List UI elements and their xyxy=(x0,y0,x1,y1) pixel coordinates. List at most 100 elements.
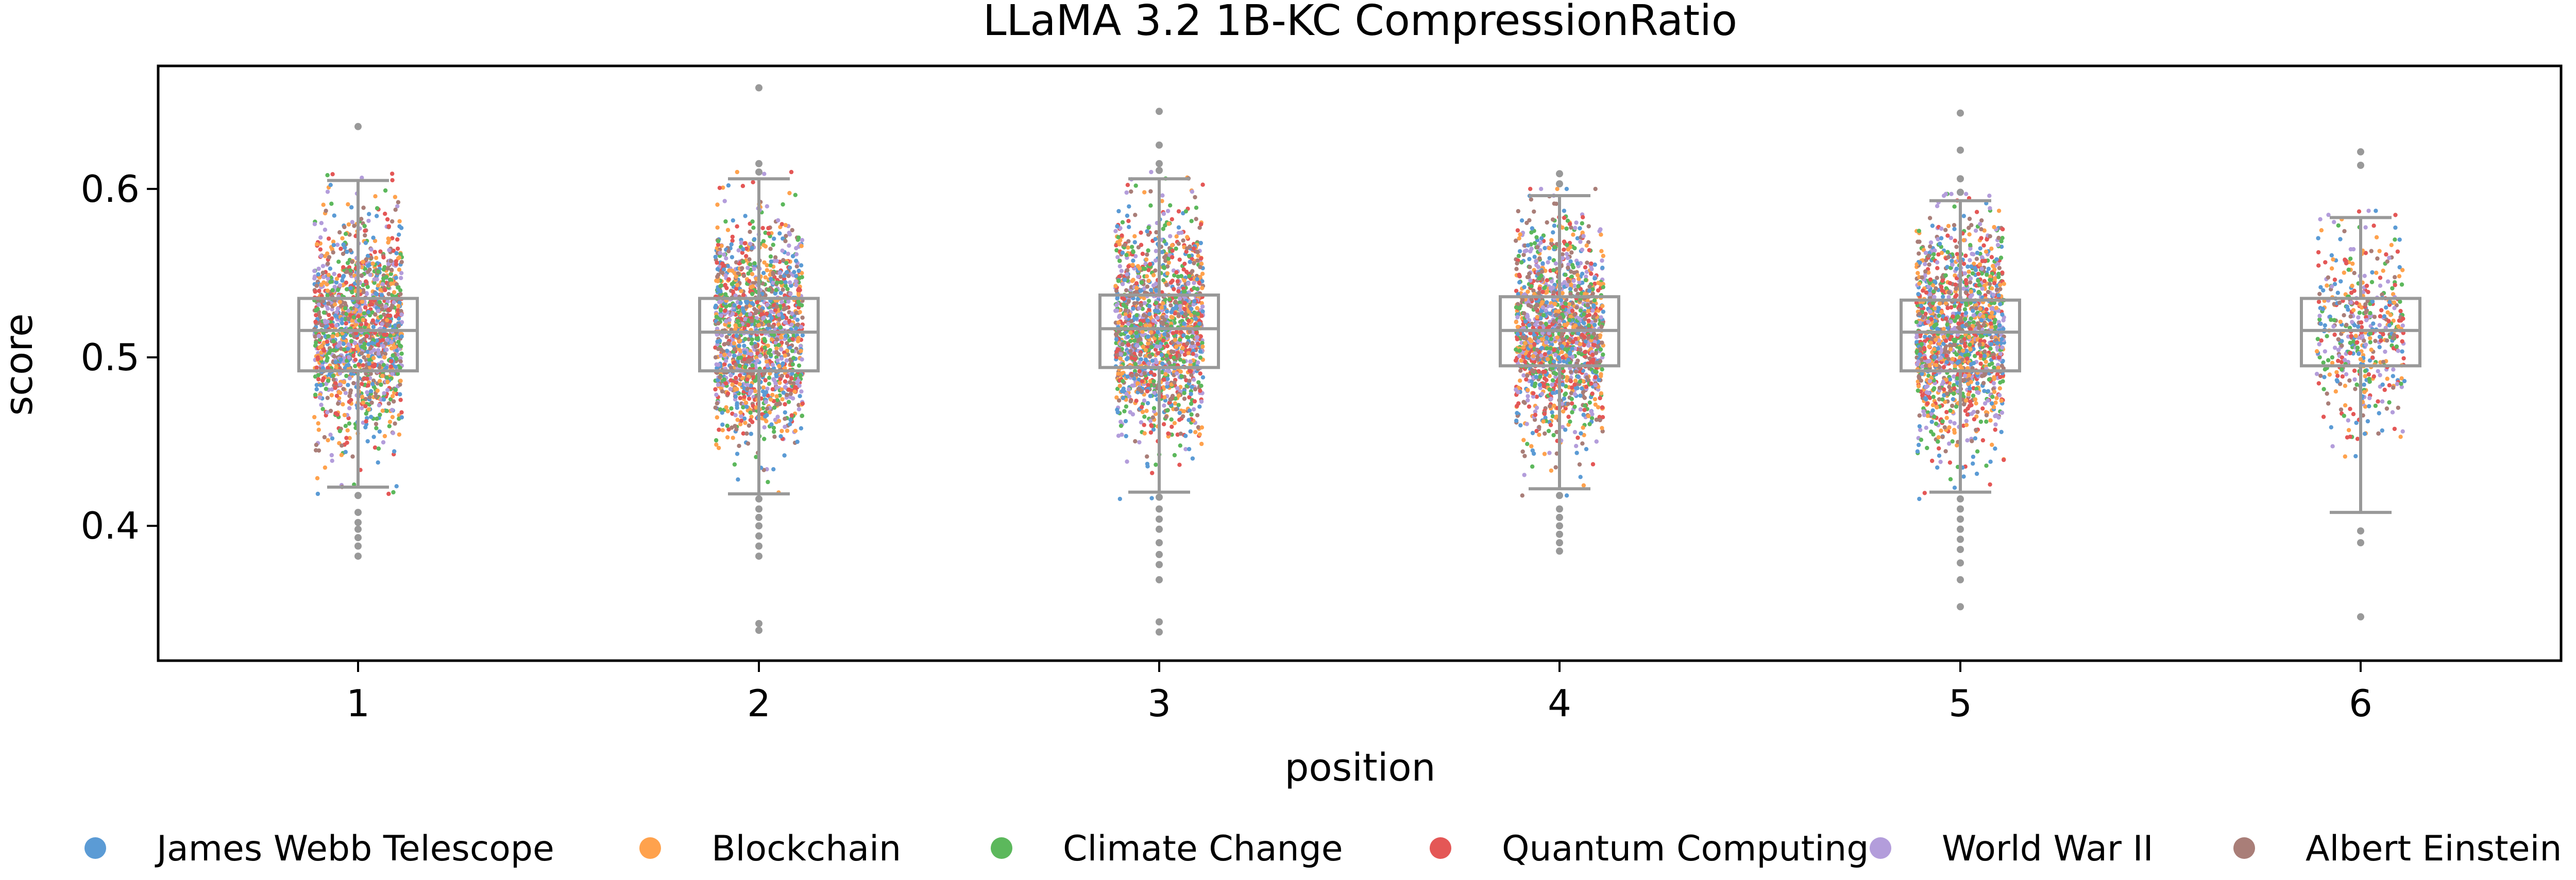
data-point xyxy=(1173,299,1178,304)
data-point xyxy=(1574,220,1579,225)
data-point xyxy=(745,266,750,270)
data-point xyxy=(362,311,366,316)
data-point xyxy=(371,356,376,360)
data-point xyxy=(372,445,378,450)
data-point xyxy=(1173,401,1178,406)
data-point xyxy=(1145,389,1150,394)
data-point xyxy=(781,287,785,292)
data-point xyxy=(738,422,743,427)
data-point xyxy=(1179,374,1184,379)
data-point xyxy=(788,422,792,426)
data-point xyxy=(1125,213,1130,218)
data-point xyxy=(345,440,349,445)
data-point xyxy=(344,373,349,378)
data-point xyxy=(326,378,331,383)
data-point xyxy=(733,323,738,328)
data-point xyxy=(333,360,338,365)
data-point xyxy=(390,219,395,224)
data-point xyxy=(353,331,359,336)
data-point xyxy=(1177,418,1182,422)
data-point xyxy=(798,373,803,377)
data-point xyxy=(1120,371,1125,376)
data-point xyxy=(382,312,386,317)
data-point xyxy=(1142,360,1146,365)
data-point xyxy=(1188,330,1192,334)
data-point xyxy=(787,191,792,196)
data-point xyxy=(1171,331,1176,336)
data-point xyxy=(1146,299,1151,303)
data-point xyxy=(790,362,795,367)
data-point xyxy=(722,199,727,203)
data-point xyxy=(1133,183,1138,188)
data-point xyxy=(771,281,775,285)
data-point xyxy=(337,382,343,387)
data-point xyxy=(766,231,771,236)
data-point xyxy=(1518,423,1523,428)
data-point xyxy=(369,400,374,405)
data-point xyxy=(397,300,402,305)
data-point xyxy=(789,322,794,327)
data-point xyxy=(347,421,352,426)
data-point xyxy=(1149,330,1154,335)
data-point xyxy=(368,346,373,351)
data-point xyxy=(747,396,752,401)
data-point xyxy=(1139,303,1144,307)
data-point xyxy=(779,356,784,361)
data-point xyxy=(798,394,802,399)
data-point xyxy=(713,387,718,392)
data-point xyxy=(366,264,370,268)
strip-points xyxy=(312,169,2407,502)
data-point xyxy=(386,401,391,406)
data-point xyxy=(1197,280,1201,285)
data-point xyxy=(372,250,377,254)
data-point xyxy=(328,348,333,353)
data-point xyxy=(336,343,341,348)
data-point xyxy=(376,351,381,356)
data-point xyxy=(799,263,804,268)
data-point xyxy=(1189,373,1194,377)
data-point xyxy=(382,391,386,395)
data-point xyxy=(755,358,760,363)
data-point xyxy=(337,230,342,235)
data-point xyxy=(779,335,784,340)
data-point xyxy=(774,337,779,342)
data-point xyxy=(713,405,718,410)
data-point xyxy=(789,358,793,363)
data-point xyxy=(382,434,387,439)
data-point xyxy=(760,406,766,410)
data-point xyxy=(399,309,403,314)
data-point xyxy=(1122,409,1127,413)
data-point xyxy=(1124,253,1129,257)
data-point xyxy=(1564,493,1569,498)
data-point xyxy=(397,219,402,223)
data-point xyxy=(1169,309,1174,315)
data-point xyxy=(716,363,721,367)
data-point xyxy=(378,331,383,335)
data-point xyxy=(386,262,391,266)
data-point xyxy=(1115,224,1120,229)
data-point xyxy=(1124,434,1128,439)
data-point xyxy=(745,383,750,387)
data-point xyxy=(1125,459,1129,464)
data-point xyxy=(1126,264,1131,269)
data-point xyxy=(723,273,728,278)
data-point xyxy=(1179,230,1184,235)
data-point xyxy=(1169,417,1174,422)
data-point xyxy=(763,378,768,383)
data-point xyxy=(388,397,393,402)
data-point xyxy=(1113,332,1118,337)
data-point xyxy=(316,373,321,377)
data-point xyxy=(1148,262,1153,267)
data-point xyxy=(730,411,735,416)
data-point xyxy=(731,218,736,223)
data-point xyxy=(800,271,804,275)
data-point xyxy=(767,323,771,327)
data-point xyxy=(794,310,799,315)
data-point xyxy=(330,323,335,329)
data-point xyxy=(1165,209,1171,213)
data-point xyxy=(1121,379,1125,384)
data-point xyxy=(771,467,776,472)
data-point xyxy=(1189,391,1193,396)
data-point xyxy=(373,194,378,199)
data-point xyxy=(724,304,728,309)
